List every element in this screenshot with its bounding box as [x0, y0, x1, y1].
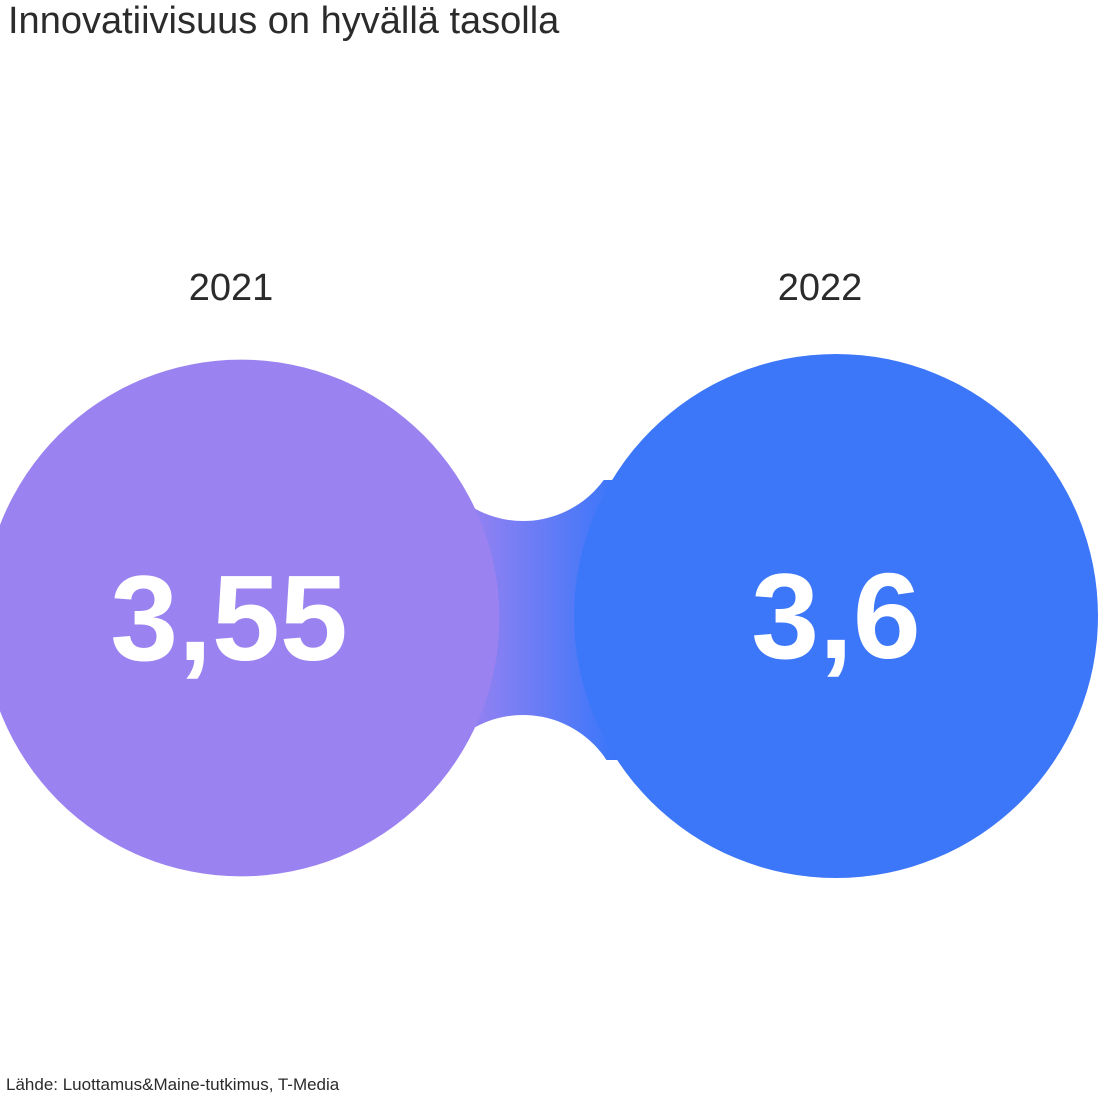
- bubble: [574, 354, 1098, 878]
- bubble: [0, 359, 500, 877]
- category-label: 2022: [778, 267, 863, 309]
- chart-title: Innovatiivisuus on hyvällä tasolla: [8, 0, 560, 42]
- bridge-cutout: [423, 321, 623, 521]
- source-note: Lähde: Luottamus&Maine-tutkimus, T-Media: [6, 1075, 340, 1094]
- category-label: 2021: [189, 267, 274, 309]
- value-label: 3,6: [751, 548, 921, 684]
- value-label: 3,55: [110, 550, 347, 686]
- bubbles: [0, 321, 1098, 915]
- bridge-cutout: [423, 715, 623, 915]
